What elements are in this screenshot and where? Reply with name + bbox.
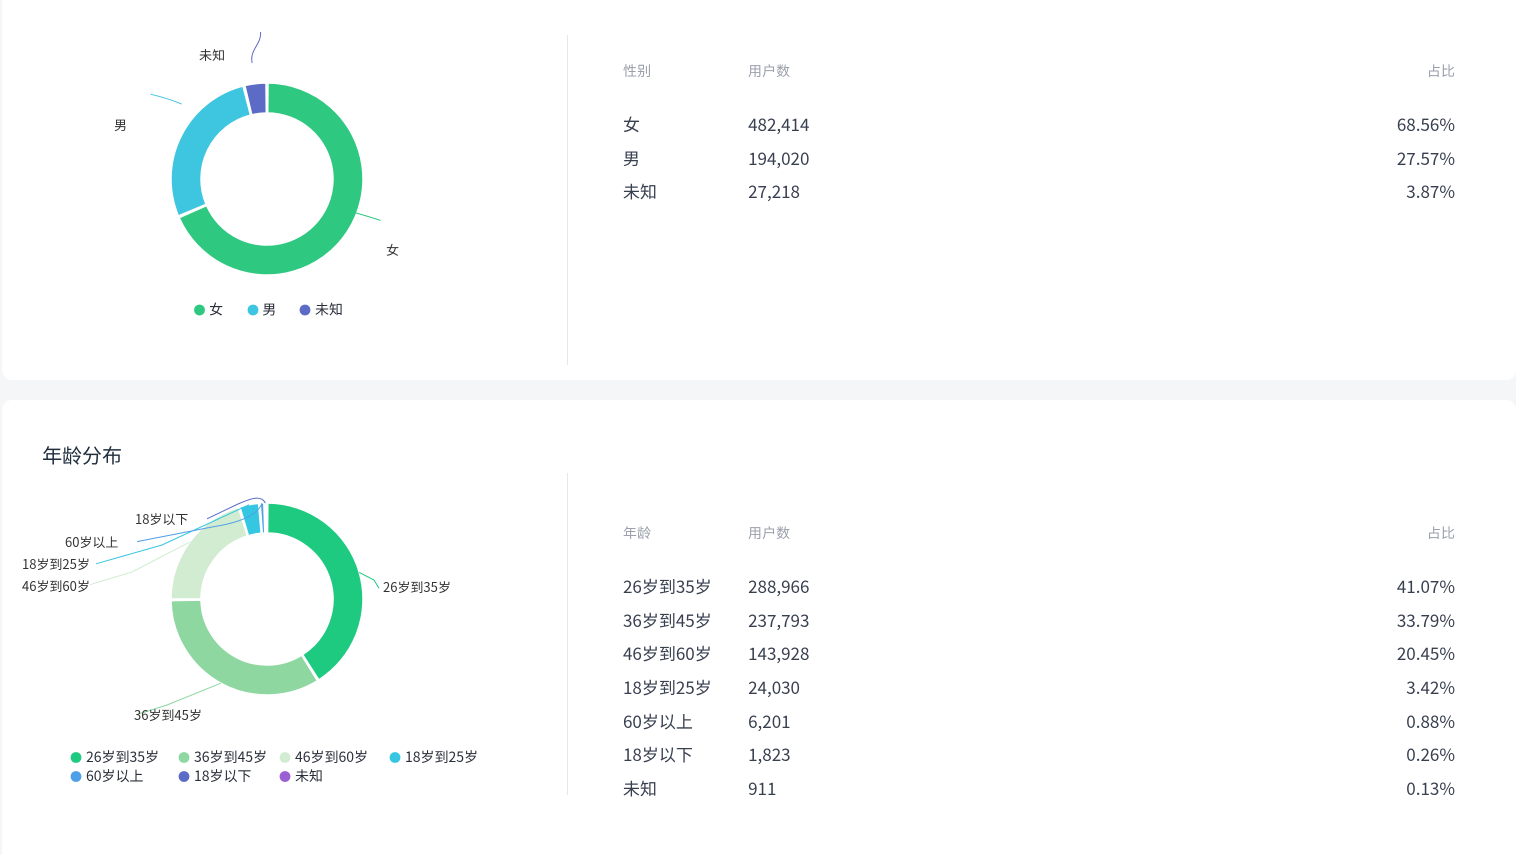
svg-text:男: 男: [114, 115, 127, 134]
svg-text:60岁以上: 60岁以上: [86, 766, 144, 786]
svg-text:女: 女: [386, 240, 399, 259]
svg-text:36岁到45岁: 36岁到45岁: [134, 705, 202, 724]
svg-text:18岁以下: 18岁以下: [135, 509, 188, 528]
svg-text:36岁到45岁: 36岁到45岁: [194, 747, 267, 767]
svg-text:46岁到60岁: 46岁到60岁: [22, 576, 90, 595]
svg-text:18岁到25岁: 18岁到25岁: [405, 747, 478, 767]
svg-text:男: 男: [263, 300, 277, 320]
svg-text:60岁以上: 60岁以上: [65, 532, 118, 551]
svg-text:26岁到35岁: 26岁到35岁: [383, 577, 451, 596]
svg-text:未知: 未知: [315, 300, 343, 320]
svg-text:26岁到35岁: 26岁到35岁: [86, 747, 159, 767]
svg-text:女: 女: [209, 300, 223, 320]
svg-text:46岁到60岁: 46岁到60岁: [295, 747, 368, 767]
svg-text:未知: 未知: [295, 766, 323, 786]
svg-text:18岁到25岁: 18岁到25岁: [22, 554, 90, 573]
svg-text:未知: 未知: [199, 45, 225, 64]
svg-text:18岁以下: 18岁以下: [194, 766, 252, 786]
